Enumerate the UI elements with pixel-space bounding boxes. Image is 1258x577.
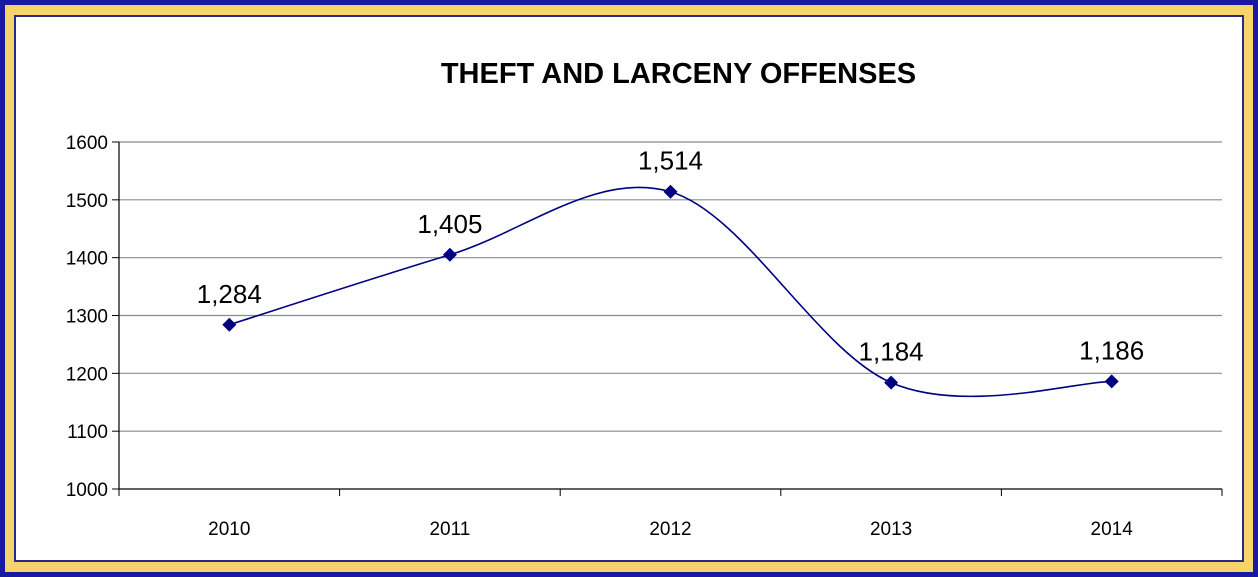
x-tick-label: 2012 (649, 519, 691, 540)
y-axis-ticks: 1000 1100 1200 1300 1400 1500 1600 (66, 133, 119, 501)
data-point-marker (222, 317, 237, 332)
data-point-marker (663, 184, 678, 199)
x-tick-label: 2013 (870, 519, 912, 540)
y-tick-label: 1300 (66, 307, 108, 328)
x-tick-label: 2014 (1091, 519, 1134, 540)
y-tick-label: 1400 (66, 249, 108, 270)
data-point-marker (884, 375, 899, 390)
y-tick-label: 1200 (66, 364, 108, 385)
data-label: 1,405 (417, 209, 482, 239)
data-labels: 1,284 1,405 1,514 1,184 1,186 (197, 146, 1144, 367)
data-point-marker (442, 247, 457, 262)
y-tick-label: 1500 (66, 191, 108, 212)
grid-lines (119, 141, 1222, 432)
series-line (229, 186, 1112, 398)
data-label: 1,184 (859, 337, 924, 367)
data-label: 1,514 (638, 146, 703, 176)
chart-area: THEFT AND LARCENY OFFENSES 1000 1100 1200 1… (14, 15, 1244, 562)
data-label: 1,284 (197, 279, 262, 309)
x-tick-label: 2011 (429, 519, 470, 540)
line-chart: THEFT AND LARCENY OFFENSES 1000110012001… (66, 58, 1223, 540)
x-axis-ticks: 2010 2011 2012 2013 2014 (118, 489, 1223, 540)
y-tick-label: 1600 (66, 133, 108, 154)
series (222, 184, 1119, 398)
y-tick-label: 1000 (66, 480, 108, 501)
chart-title: THEFT AND LARCENY OFFENSES (441, 58, 916, 90)
data-label: 1,186 (1079, 335, 1144, 365)
chart-border: THEFT AND LARCENY OFFENSES 1000 1100 1200 1… (5, 5, 1253, 572)
data-point-marker (1104, 374, 1119, 389)
y-tick-label: 1100 (67, 422, 108, 443)
x-tick-label: 2010 (208, 519, 250, 540)
